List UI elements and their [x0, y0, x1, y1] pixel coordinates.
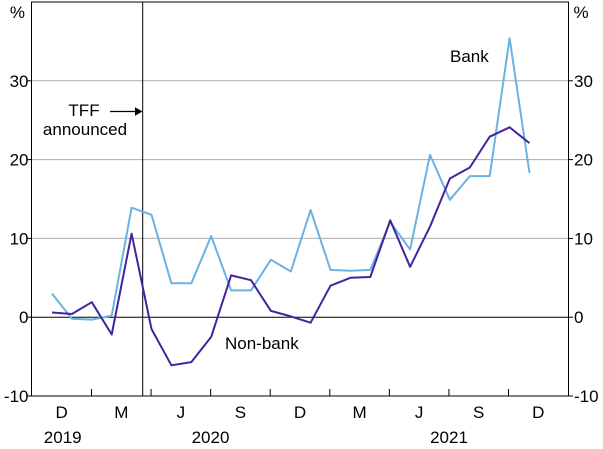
y-tick-label-left: 10	[10, 229, 29, 248]
y-tick-label-left: 20	[10, 151, 29, 170]
x-month-label: D	[294, 403, 306, 422]
bank-line	[51, 37, 531, 321]
x-month-label: D	[56, 403, 68, 422]
x-month-label: D	[532, 403, 544, 422]
y-tick-label-left: -10	[4, 387, 29, 406]
y-axis-unit-left: %	[10, 3, 25, 22]
tff-arrow-head	[135, 107, 143, 116]
y-tick-label-left: 0	[19, 308, 28, 327]
x-month-label: J	[177, 403, 186, 422]
y-tick-label-right: 30	[574, 72, 593, 91]
x-year-label: 2019	[44, 428, 82, 447]
x-month-label: S	[473, 403, 484, 422]
non-bank-line	[51, 126, 531, 367]
y-tick-label-right: 20	[574, 151, 593, 170]
y-axis-unit-right: %	[574, 3, 589, 22]
bank-series-label: Bank	[450, 47, 489, 66]
plot-frame	[31, 1, 569, 397]
x-month-label: J	[415, 403, 424, 422]
y-tick-label-right: 10	[574, 229, 593, 248]
tff-annotation-line2: announced	[43, 120, 127, 139]
x-year-label: 2021	[430, 428, 468, 447]
nonbank-series-label: Non-bank	[225, 334, 299, 353]
x-month-label: M	[114, 403, 128, 422]
x-year-label: 2020	[192, 428, 230, 447]
tff-annotation-line1: TFF	[68, 101, 99, 120]
x-month-label: S	[235, 403, 246, 422]
y-tick-label-right: -10	[574, 387, 599, 406]
x-month-label: M	[352, 403, 366, 422]
y-tick-label-right: 0	[574, 308, 583, 327]
y-tick-label-left: 30	[10, 72, 29, 91]
